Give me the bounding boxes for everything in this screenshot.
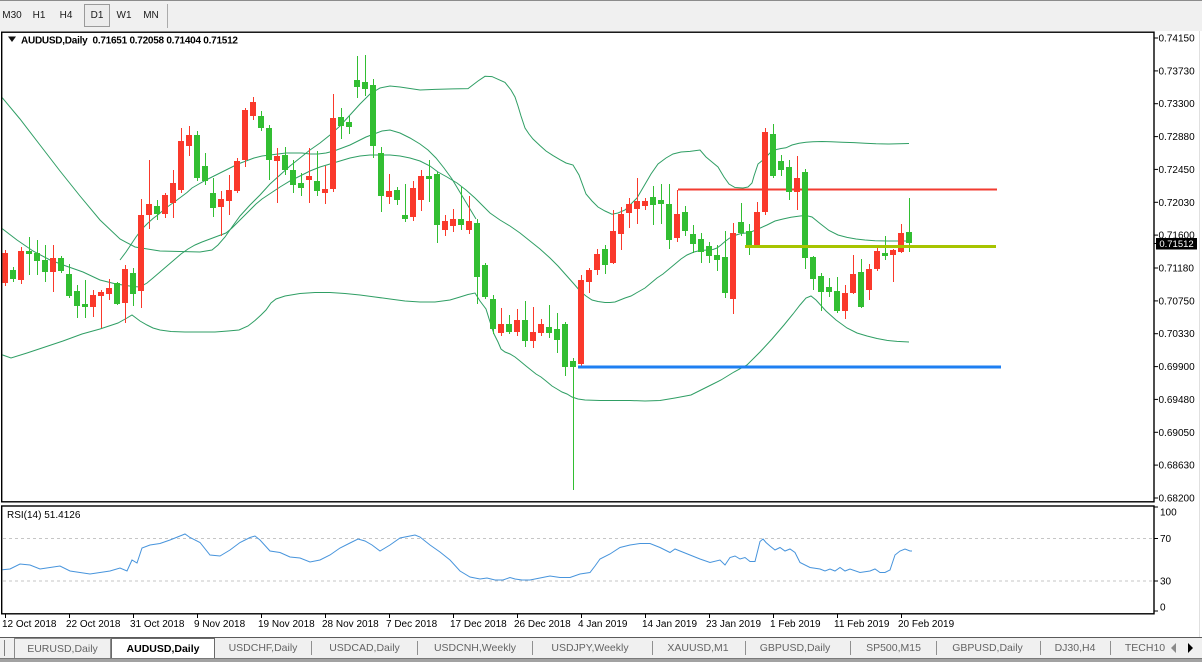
- svg-text:28 Nov 2018: 28 Nov 2018: [322, 619, 379, 630]
- svg-text:0.71180: 0.71180: [1159, 264, 1195, 275]
- svg-text:0.72880: 0.72880: [1159, 132, 1196, 143]
- svg-text:0.70750: 0.70750: [1159, 296, 1196, 307]
- svg-text:20 Feb 2019: 20 Feb 2019: [898, 619, 955, 630]
- svg-text:0.69050: 0.69050: [1159, 428, 1196, 439]
- svg-text:11 Feb 2019: 11 Feb 2019: [834, 619, 890, 630]
- svg-text:7 Dec 2018: 7 Dec 2018: [386, 619, 438, 630]
- svg-text:14 Jan 2019: 14 Jan 2019: [642, 619, 697, 630]
- svg-text:0.69480: 0.69480: [1159, 395, 1196, 406]
- svg-text:0.69900: 0.69900: [1159, 362, 1196, 373]
- svg-text:RSI(14) 51.4126: RSI(14) 51.4126: [7, 510, 81, 521]
- svg-text:0.71600: 0.71600: [1159, 231, 1196, 242]
- svg-text:0.73300: 0.73300: [1159, 99, 1196, 110]
- svg-text:70: 70: [1160, 534, 1172, 545]
- svg-text:0: 0: [1160, 603, 1166, 614]
- svg-text:AUDUSD,Daily 0.71651 0.72058: AUDUSD,Daily 0.71651 0.72058 0.71404 0.7…: [21, 36, 238, 47]
- svg-text:0.72030: 0.72030: [1159, 198, 1196, 209]
- svg-text:0.70330: 0.70330: [1159, 329, 1196, 340]
- svg-text:22 Oct 2018: 22 Oct 2018: [66, 619, 121, 630]
- svg-text:0.73730: 0.73730: [1159, 66, 1196, 77]
- svg-text:0.72450: 0.72450: [1159, 165, 1196, 176]
- svg-text:0.68200: 0.68200: [1159, 494, 1196, 505]
- svg-text:0.68630: 0.68630: [1159, 461, 1196, 472]
- svg-text:100: 100: [1160, 508, 1177, 519]
- svg-text:26 Dec 2018: 26 Dec 2018: [514, 619, 571, 630]
- svg-text:12 Oct 2018: 12 Oct 2018: [2, 619, 57, 630]
- svg-text:1 Feb 2019: 1 Feb 2019: [770, 619, 821, 630]
- svg-text:17 Dec 2018: 17 Dec 2018: [450, 619, 507, 630]
- svg-text:0.74150: 0.74150: [1159, 34, 1196, 45]
- svg-text:0.71512: 0.71512: [1159, 239, 1193, 250]
- svg-text:9 Nov 2018: 9 Nov 2018: [194, 619, 246, 630]
- svg-text:31 Oct 2018: 31 Oct 2018: [130, 619, 185, 630]
- svg-text:19 Nov 2018: 19 Nov 2018: [258, 619, 315, 630]
- svg-text:23 Jan 2019: 23 Jan 2019: [706, 619, 761, 630]
- svg-text:30: 30: [1160, 577, 1172, 588]
- svg-text:4 Jan 2019: 4 Jan 2019: [578, 619, 628, 630]
